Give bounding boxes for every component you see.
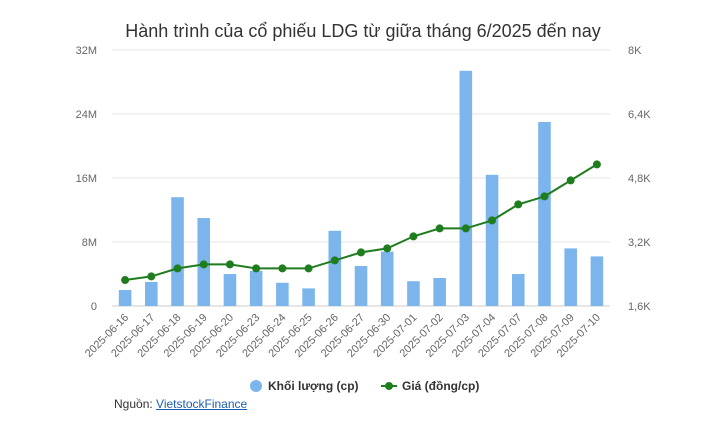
right-tick-label: 6,4K xyxy=(628,109,651,121)
price-point xyxy=(147,272,156,281)
volume-bar xyxy=(249,270,263,306)
legend[interactable]: Khối lượng (cp) Giá (đồng/cp) xyxy=(250,379,479,393)
price-point xyxy=(199,260,208,269)
x-axis: 2025-06-162025-06-172025-06-182025-06-19… xyxy=(83,312,603,360)
volume-bar xyxy=(302,288,315,306)
volume-bar xyxy=(407,281,420,306)
left-tick-label: 16M xyxy=(76,173,97,185)
volume-bar xyxy=(433,278,446,306)
price-point xyxy=(566,176,575,185)
chart-title: Hành trình của cổ phiếu LDG từ giữa thán… xyxy=(125,21,600,41)
source-label: Nguồn: xyxy=(114,397,157,411)
legend-price-label: Giá (đồng/cp) xyxy=(402,379,479,393)
right-tick-label: 3,2K xyxy=(628,237,651,249)
price-point xyxy=(225,260,234,269)
price-point xyxy=(409,232,418,241)
volume-bar xyxy=(459,70,473,306)
volume-bars xyxy=(118,70,604,306)
legend-volume-marker xyxy=(250,380,262,392)
price-point xyxy=(488,216,497,225)
volume-bar xyxy=(511,274,525,306)
price-line xyxy=(121,160,601,284)
price-point xyxy=(278,264,287,273)
gridlines xyxy=(112,49,610,307)
left-tick-label: 24M xyxy=(76,109,97,121)
volume-bar xyxy=(380,251,394,306)
price-point xyxy=(461,224,470,233)
right-tick-label: 4,8K xyxy=(628,173,651,185)
volume-bar xyxy=(276,282,289,306)
price-point xyxy=(121,276,130,284)
volume-bar xyxy=(171,197,184,306)
volume-bar xyxy=(354,266,368,306)
price-point xyxy=(173,264,182,273)
price-point xyxy=(304,264,313,273)
price-point xyxy=(592,160,601,169)
left-tick-label: 8M xyxy=(82,237,97,249)
price-point xyxy=(252,264,261,273)
left-tick-label: 32M xyxy=(76,45,97,57)
volume-bar xyxy=(485,174,499,306)
right-tick-label: 1,6K xyxy=(628,301,651,313)
volume-bar xyxy=(223,274,237,306)
source-note: Nguồn: VietstockFinance xyxy=(114,397,247,411)
volume-bar xyxy=(564,248,577,306)
volume-bar xyxy=(328,230,342,306)
right-tick-label: 8K xyxy=(628,45,642,57)
price-point xyxy=(514,200,523,209)
volume-bar xyxy=(538,122,551,306)
left-tick-label: 0 xyxy=(91,301,97,313)
legend-volume-label: Khối lượng (cp) xyxy=(268,379,359,393)
volume-bar xyxy=(145,282,158,306)
price-point xyxy=(383,244,392,253)
right-axis: 1,6K 3,2K 4,8K 6,4K 8K xyxy=(628,45,651,313)
left-axis: 0 8M 16M 24M 32M xyxy=(76,45,97,313)
price-line-path xyxy=(124,163,598,281)
price-point xyxy=(357,248,365,257)
source-link[interactable]: VietstockFinance xyxy=(156,397,248,411)
price-point xyxy=(435,224,444,233)
volume-bar xyxy=(590,256,604,306)
legend-price-marker xyxy=(385,382,393,390)
price-point xyxy=(540,192,549,201)
price-point xyxy=(330,256,339,265)
volume-bar xyxy=(118,290,132,306)
